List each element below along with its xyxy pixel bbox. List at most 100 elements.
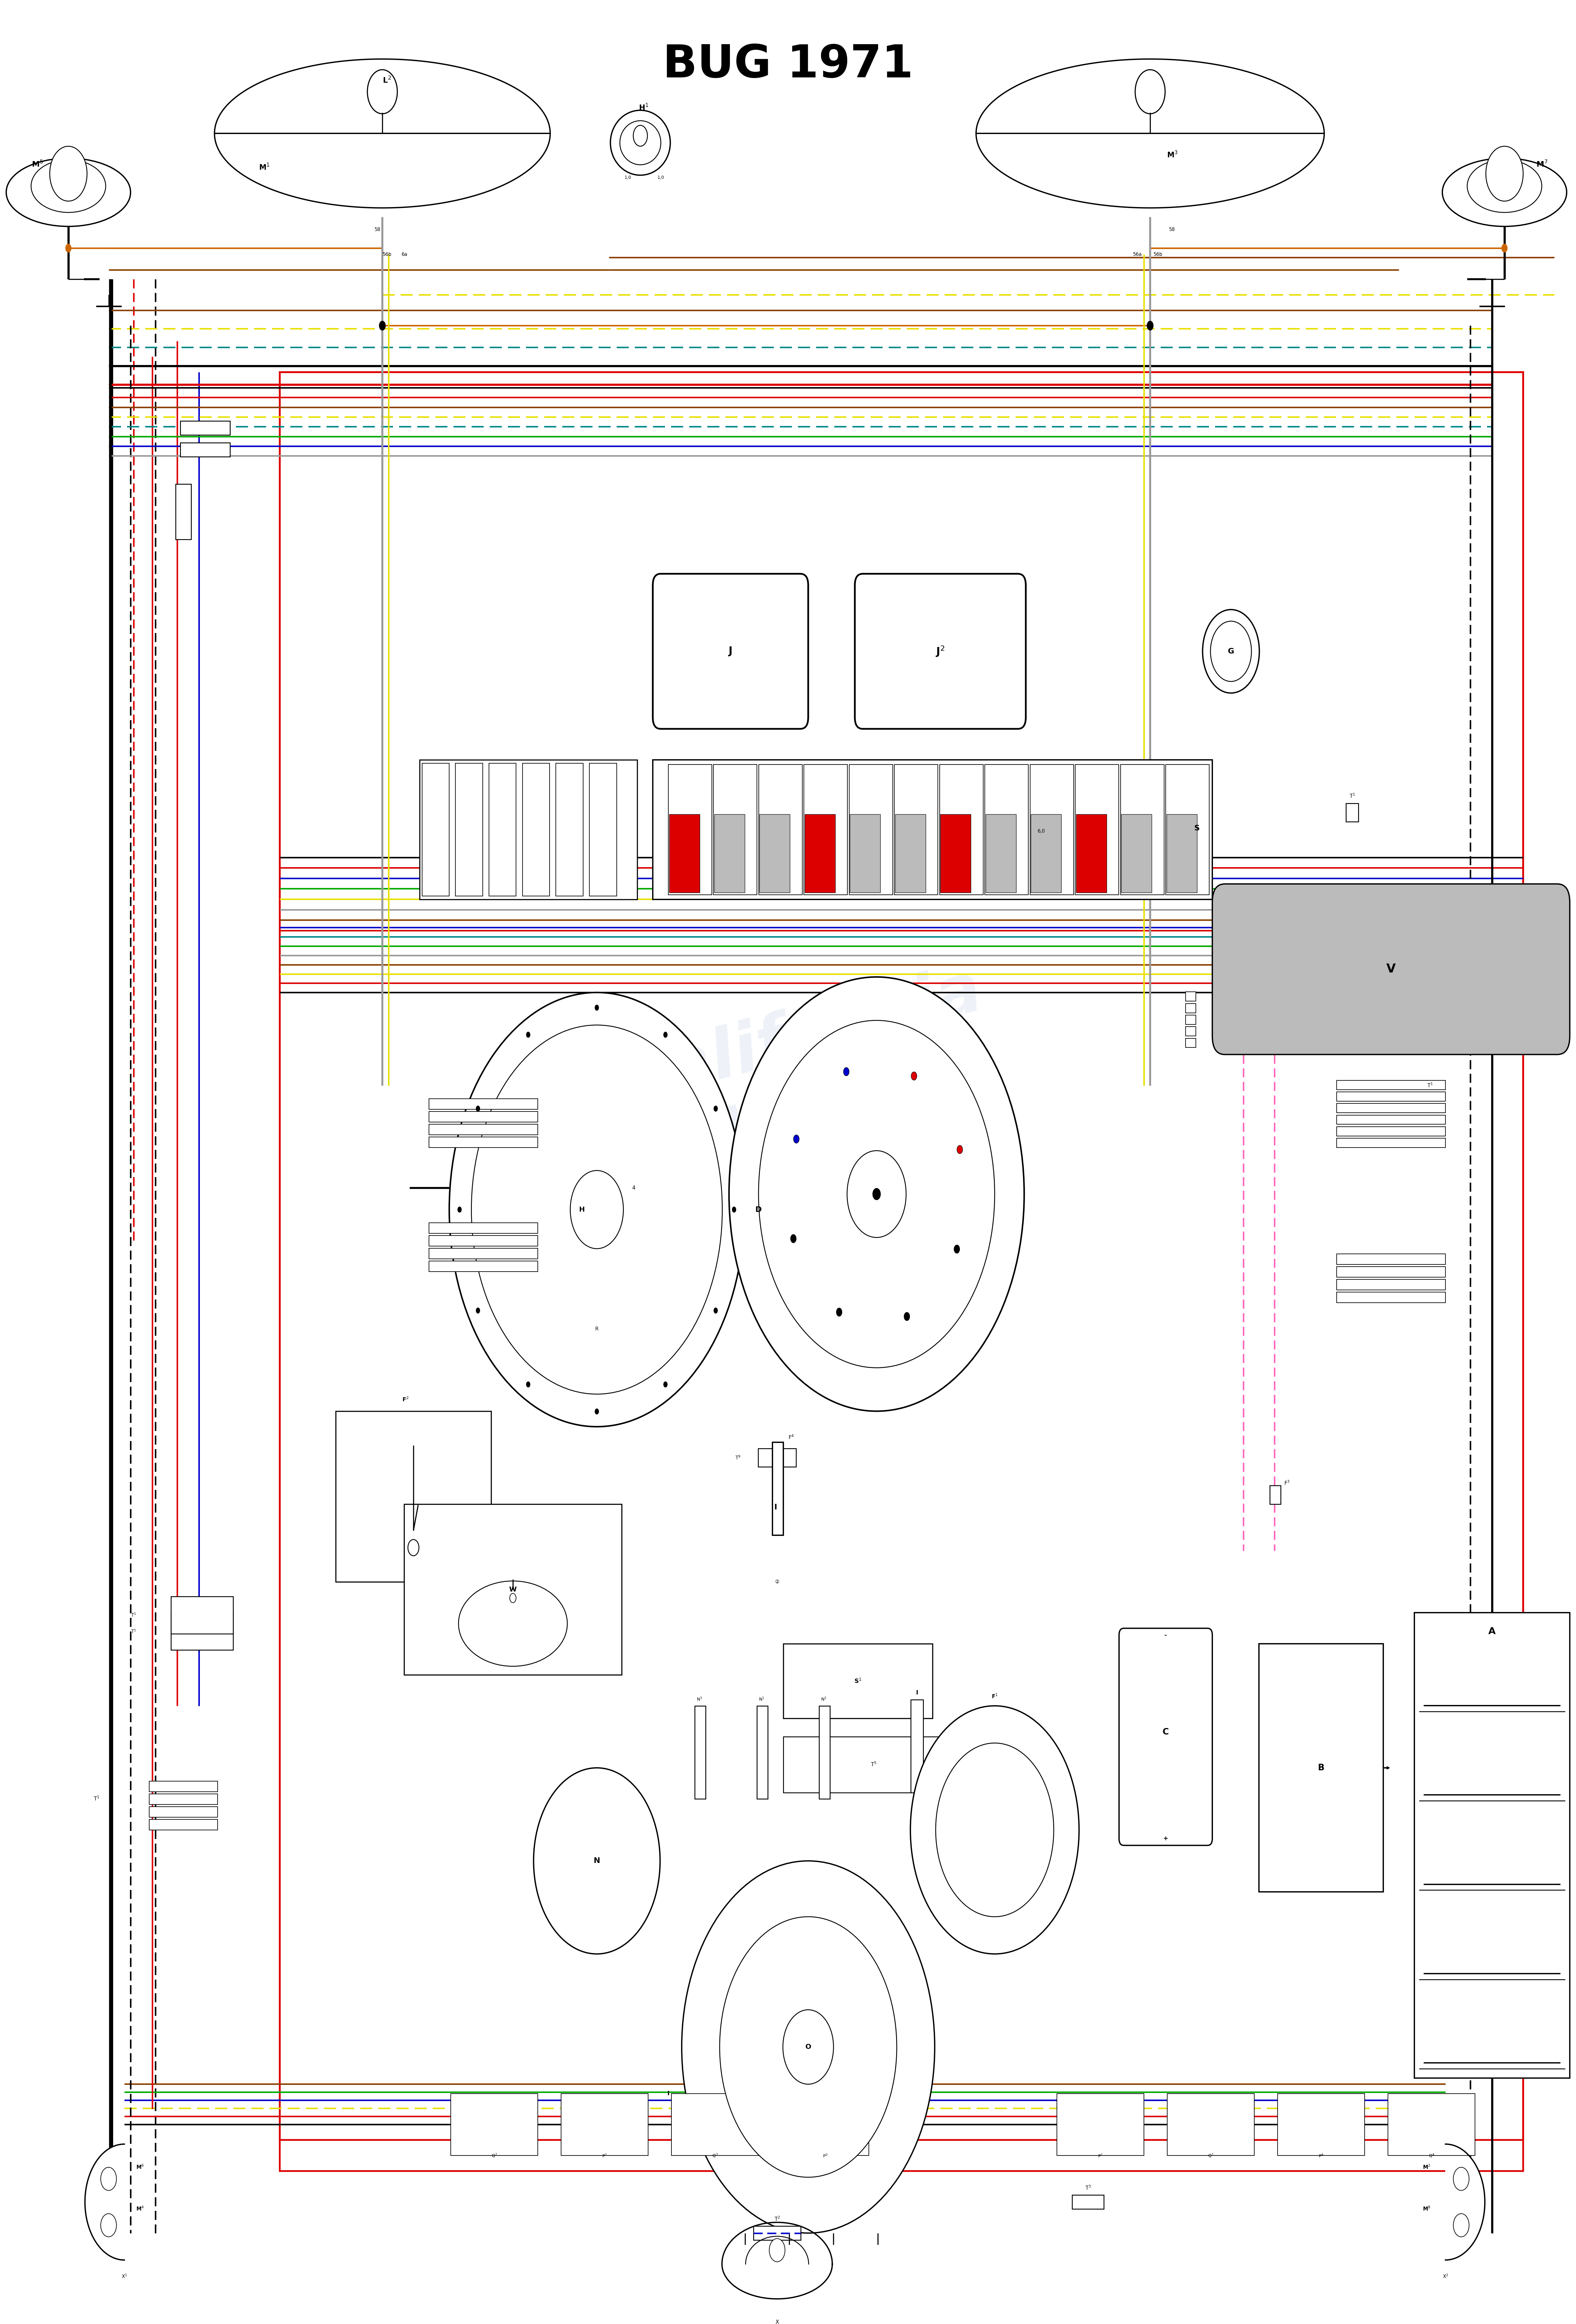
Circle shape xyxy=(1502,244,1507,253)
Circle shape xyxy=(663,1032,667,1037)
Text: F$^4$: F$^4$ xyxy=(788,1434,794,1441)
Bar xyxy=(1185,1039,1196,1048)
Text: T$^1$: T$^1$ xyxy=(1426,1083,1433,1088)
Text: +: + xyxy=(1163,1836,1168,1841)
Circle shape xyxy=(594,1408,599,1415)
Bar xyxy=(753,2226,801,2240)
Bar xyxy=(1336,1127,1445,1136)
Bar xyxy=(556,762,583,897)
Text: Q$^3$: Q$^3$ xyxy=(712,2152,717,2159)
Bar xyxy=(281,372,1522,2171)
Circle shape xyxy=(714,1308,717,1313)
Text: 56b: 56b xyxy=(383,251,391,256)
Bar xyxy=(985,813,1017,892)
Text: B: B xyxy=(1318,1764,1324,1773)
Ellipse shape xyxy=(634,125,648,146)
Circle shape xyxy=(733,1206,736,1213)
Text: M$^2$: M$^2$ xyxy=(1423,2164,1431,2171)
Circle shape xyxy=(526,1032,530,1037)
Bar xyxy=(805,813,835,892)
Bar xyxy=(1031,813,1061,892)
Circle shape xyxy=(769,2238,785,2261)
Bar xyxy=(419,760,637,899)
Circle shape xyxy=(793,1134,799,1143)
Text: M$^3$: M$^3$ xyxy=(1166,151,1177,160)
Bar xyxy=(175,483,191,539)
Ellipse shape xyxy=(32,160,106,211)
Text: M$^7$: M$^7$ xyxy=(1537,160,1548,170)
Bar xyxy=(150,1820,217,1829)
Text: T$^1$: T$^1$ xyxy=(93,1796,99,1801)
Bar xyxy=(1166,813,1196,892)
Bar xyxy=(429,1136,537,1148)
Text: N: N xyxy=(594,1857,600,1864)
Bar xyxy=(1388,2094,1475,2157)
Text: M$^5$: M$^5$ xyxy=(32,160,43,170)
Text: L$^2$: L$^2$ xyxy=(383,77,391,86)
Text: T$^1$: T$^1$ xyxy=(1349,792,1355,799)
Text: T$^3$: T$^3$ xyxy=(1084,2185,1091,2192)
Bar xyxy=(1185,1004,1196,1013)
Bar xyxy=(1336,1092,1445,1102)
Bar xyxy=(522,762,550,897)
Text: BUG 1971: BUG 1971 xyxy=(663,44,913,86)
Text: P$^1$: P$^1$ xyxy=(1098,2152,1103,2159)
Polygon shape xyxy=(722,2222,832,2298)
Circle shape xyxy=(714,1106,717,1111)
Bar xyxy=(170,1597,233,1634)
Bar xyxy=(1336,1292,1445,1304)
Text: 4: 4 xyxy=(632,1185,635,1190)
Text: 6a: 6a xyxy=(402,251,407,256)
Bar xyxy=(170,1613,233,1650)
Bar xyxy=(772,1443,783,1536)
Circle shape xyxy=(936,1743,1054,1917)
Circle shape xyxy=(50,146,87,202)
Bar xyxy=(455,762,482,897)
Text: 58: 58 xyxy=(375,228,381,232)
Text: X: X xyxy=(775,2319,779,2324)
Bar xyxy=(760,813,790,892)
Text: 56b: 56b xyxy=(1154,251,1163,256)
Bar xyxy=(1270,1485,1281,1504)
Bar xyxy=(1336,1267,1445,1278)
Text: C: C xyxy=(1163,1727,1169,1736)
Circle shape xyxy=(758,1020,994,1369)
Bar xyxy=(1346,804,1359,823)
Text: H$^1$: H$^1$ xyxy=(638,105,648,112)
Circle shape xyxy=(1453,2215,1469,2236)
Polygon shape xyxy=(1445,2145,1485,2259)
Bar xyxy=(985,765,1029,895)
Circle shape xyxy=(1486,146,1522,202)
Text: Q$^4$: Q$^4$ xyxy=(1428,2152,1434,2159)
Bar xyxy=(422,762,449,897)
Text: N$^3$: N$^3$ xyxy=(697,1697,703,1701)
Text: G: G xyxy=(1228,648,1234,655)
Bar xyxy=(429,1248,537,1260)
Bar xyxy=(1414,1613,1570,2078)
Circle shape xyxy=(509,1594,515,1604)
Text: T$^1$: T$^1$ xyxy=(131,1629,137,1634)
Circle shape xyxy=(873,1188,881,1199)
Bar xyxy=(783,1643,933,1717)
Circle shape xyxy=(730,976,1024,1411)
Text: S$^1$: S$^1$ xyxy=(854,1678,862,1685)
Bar xyxy=(820,1706,831,1799)
Bar xyxy=(1336,1116,1445,1125)
Text: A: A xyxy=(1488,1627,1496,1636)
Bar xyxy=(758,765,802,895)
Bar xyxy=(1185,1016,1196,1025)
Text: J: J xyxy=(728,646,733,655)
Circle shape xyxy=(1210,621,1251,681)
Circle shape xyxy=(953,1246,960,1253)
Bar xyxy=(1031,765,1073,895)
Text: S: S xyxy=(1195,825,1199,832)
Text: F$^3$: F$^3$ xyxy=(1284,1480,1289,1487)
Circle shape xyxy=(905,1313,909,1320)
Text: Q$^1$: Q$^1$ xyxy=(1207,2152,1214,2159)
Circle shape xyxy=(957,1146,963,1153)
Circle shape xyxy=(66,244,71,253)
Ellipse shape xyxy=(459,1580,567,1666)
Text: T$^5$: T$^5$ xyxy=(870,1762,876,1769)
Bar xyxy=(1336,1139,1445,1148)
Bar xyxy=(1336,1081,1445,1090)
